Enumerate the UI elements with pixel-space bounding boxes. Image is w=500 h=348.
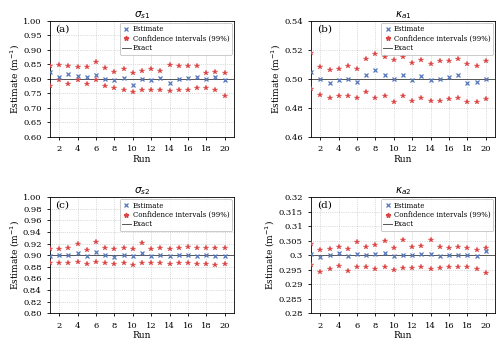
Y-axis label: Estimate (m$^{-1}$): Estimate (m$^{-1}$) — [8, 220, 22, 290]
X-axis label: Run: Run — [394, 155, 412, 164]
Title: $\kappa_{a2}$: $\kappa_{a2}$ — [395, 185, 411, 197]
Y-axis label: Estimate (m$^{-1}$): Estimate (m$^{-1}$) — [270, 44, 282, 114]
X-axis label: Run: Run — [132, 155, 151, 164]
X-axis label: Run: Run — [394, 331, 412, 340]
X-axis label: Run: Run — [132, 331, 151, 340]
Title: $\kappa_{a1}$: $\kappa_{a1}$ — [395, 9, 411, 21]
Legend: Estimate, Confidence intervals (99%), Exact: Estimate, Confidence intervals (99%), Ex… — [381, 23, 493, 55]
Text: (b): (b) — [316, 24, 332, 33]
Legend: Estimate, Confidence intervals (99%), Exact: Estimate, Confidence intervals (99%), Ex… — [120, 199, 232, 231]
Text: (d): (d) — [316, 201, 332, 210]
Text: (c): (c) — [56, 201, 70, 210]
Title: $\sigma_{s2}$: $\sigma_{s2}$ — [134, 185, 150, 197]
Legend: Estimate, Confidence intervals (99%), Exact: Estimate, Confidence intervals (99%), Ex… — [381, 199, 493, 231]
Y-axis label: Estimate (m$^{-1}$): Estimate (m$^{-1}$) — [264, 220, 278, 290]
Y-axis label: Estimate (m$^{-1}$): Estimate (m$^{-1}$) — [8, 44, 22, 114]
Title: $\sigma_{s1}$: $\sigma_{s1}$ — [134, 9, 150, 21]
Text: (a): (a) — [56, 24, 70, 33]
Legend: Estimate, Confidence intervals (99%), Exact: Estimate, Confidence intervals (99%), Ex… — [120, 23, 232, 55]
